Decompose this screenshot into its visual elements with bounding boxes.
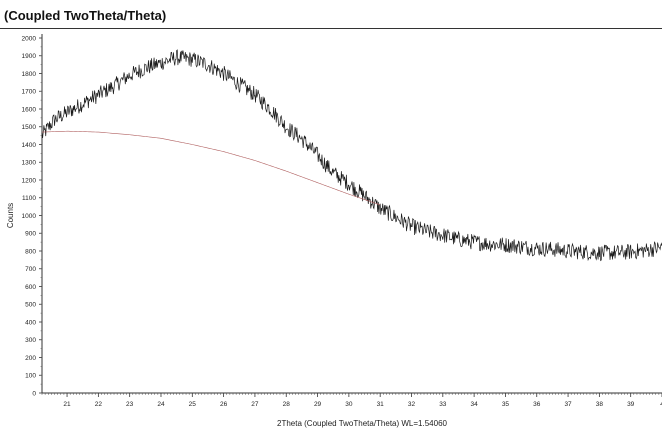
y-tick-label: 2000 bbox=[22, 35, 37, 42]
x-tick-label: 26 bbox=[220, 401, 228, 408]
x-tick-label: 30 bbox=[345, 401, 353, 408]
y-tick-label: 700 bbox=[25, 266, 36, 273]
y-tick-label: 1700 bbox=[22, 89, 37, 96]
y-tick-label: 1900 bbox=[22, 53, 37, 60]
y-tick-label: 400 bbox=[25, 319, 36, 326]
y-axis-label: Counts bbox=[6, 203, 15, 228]
y-tick-label: 1500 bbox=[22, 124, 37, 131]
x-ticks: 21 22 23 24 25 26 27 28 29 30 31 32 33 34 35 36 37 38 39 4 bbox=[41, 393, 662, 408]
x-tick-label: 35 bbox=[502, 401, 510, 408]
x-tick-label: 23 bbox=[126, 401, 134, 408]
x-tick-label: 34 bbox=[471, 401, 479, 408]
x-tick-label: 27 bbox=[251, 401, 259, 408]
title-divider bbox=[0, 28, 662, 29]
y-tick-label: 500 bbox=[25, 302, 36, 309]
y-tick-label: 1600 bbox=[22, 106, 37, 113]
y-tick-label: 1100 bbox=[22, 195, 36, 202]
y-tick-label: 0 bbox=[32, 390, 36, 397]
x-tick-label: 38 bbox=[596, 401, 604, 408]
x-tick-label: 33 bbox=[439, 401, 447, 408]
y-tick-label: 600 bbox=[25, 284, 36, 291]
series-group bbox=[41, 49, 662, 262]
x-tick-label: 32 bbox=[408, 401, 416, 408]
measured-series-line bbox=[41, 49, 662, 262]
y-ticks: 0 100 200 300 400 500 600 700 800 900 1000 1100 1200… bbox=[22, 35, 42, 397]
chart-title: (Coupled TwoTheta/Theta) bbox=[4, 8, 167, 23]
y-tick-label: 1300 bbox=[22, 160, 37, 167]
x-tick-label: 37 bbox=[564, 401, 572, 408]
y-tick-label: 900 bbox=[25, 231, 36, 238]
x-axis-label: 2Theta (Coupled TwoTheta/Theta) WL=1.540… bbox=[277, 419, 448, 428]
x-tick-label: 28 bbox=[283, 401, 291, 408]
x-tick-label: 39 bbox=[627, 401, 635, 408]
y-tick-label: 1400 bbox=[22, 142, 37, 149]
y-tick-label: 300 bbox=[25, 337, 36, 344]
x-tick-label: 21 bbox=[63, 401, 71, 408]
y-tick-label: 100 bbox=[25, 373, 36, 380]
y-tick-label: 1000 bbox=[22, 213, 37, 220]
y-tick-label: 1200 bbox=[22, 177, 37, 184]
axes bbox=[41, 34, 662, 394]
x-tick-label: 29 bbox=[314, 401, 322, 408]
x-tick-label: 22 bbox=[95, 401, 103, 408]
y-tick-label: 200 bbox=[25, 355, 36, 362]
x-tick-label: 31 bbox=[377, 401, 385, 408]
x-tick-label: 24 bbox=[157, 401, 165, 408]
background-series-line bbox=[41, 130, 381, 206]
x-tick-label: 25 bbox=[189, 401, 197, 408]
x-tick-label: 36 bbox=[533, 401, 541, 408]
y-tick-label: 1800 bbox=[22, 71, 37, 78]
x-tick-label: 4 bbox=[660, 401, 662, 408]
y-tick-label: 800 bbox=[25, 248, 36, 255]
